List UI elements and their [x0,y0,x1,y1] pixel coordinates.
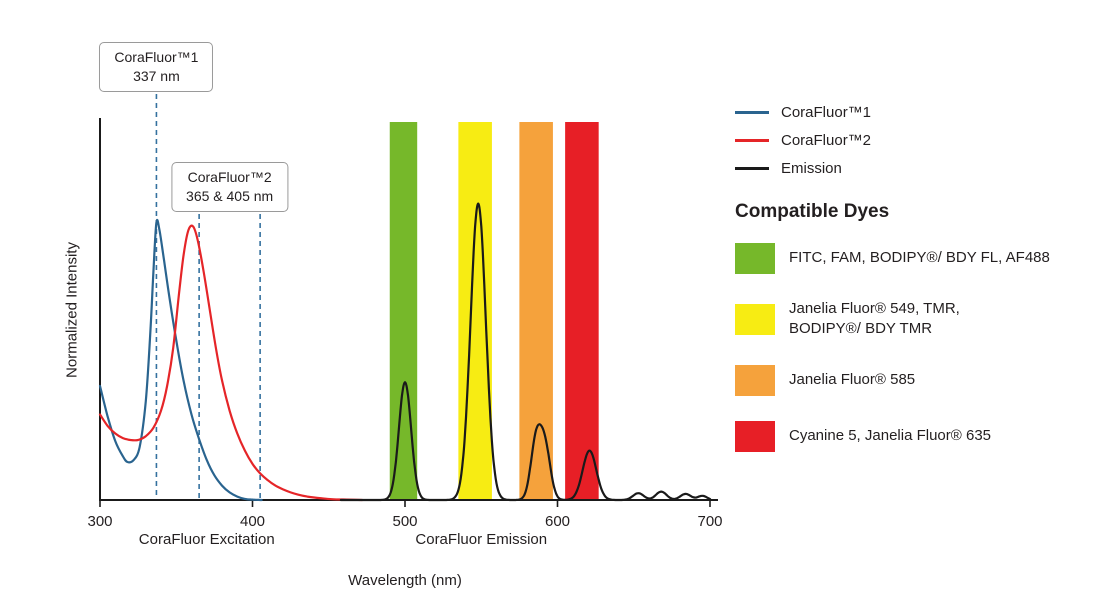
spectra-plot: 300 400 500 600 700 [87,94,723,530]
yellow-band-swatch [735,303,775,335]
emission-line-swatch [735,167,769,170]
legend-item-corafluor2: CoraFluor™2 [735,132,1107,149]
x-tick-label: 300 [87,513,112,530]
dye-label: Cyanine 5, Janelia Fluor® 635 [789,426,992,444]
corafluor2-line-swatch [735,139,769,142]
legend-label: CoraFluor™1 [781,104,872,121]
legend-item-corafluor1: CoraFluor™1 [735,104,1107,121]
x-section-label-emission: CoraFluor Emission [415,531,548,548]
callout-corafluor1-name: CoraFluor™1 [114,49,199,65]
x-axis-label: Wavelength (nm) [348,572,462,589]
callout-corafluor1-wavelength: 337 nm [133,67,180,84]
curve-corafluor-2 [98,224,364,502]
x-tick-label: 600 [545,513,570,530]
callout-corafluor2-name: CoraFluor™2 [187,169,272,185]
dye-label: Janelia Fluor® 549, TMR, BODIPY®/ BDY TM… [789,300,960,338]
emission-band [519,122,553,499]
emission-band [565,122,599,499]
compatible-dyes-title: Compatible Dyes [735,201,890,222]
curve-corafluor-1 [98,218,263,502]
y-axis-label: Normalized Intensity [63,242,81,378]
legend-panel: CoraFluor™1 CoraFluor™2 Emission Compati… [735,104,1107,477]
curve-emission [339,202,712,502]
x-tick-label: 700 [697,513,722,530]
callout-corafluor2: CoraFluor™2 365 & 405 nm [171,162,289,212]
legend-label: Emission [781,160,842,177]
green-band-swatch [735,243,775,274]
legend-label: CoraFluor™2 [781,132,872,149]
orange-band-swatch [735,364,775,396]
x-section-label-excitation: CoraFluor Excitation [138,531,275,548]
corafluor1-line-swatch [735,111,769,114]
dye-label: Janelia Fluor® 585 [789,370,916,388]
red-band-swatch [735,420,775,452]
callout-corafluor1: CoraFluor™1 337 nm [99,42,214,92]
dye-row-red: Cyanine 5, Janelia Fluor® 635 [735,420,1107,452]
legend-item-emission: Emission [735,160,1107,177]
x-tick-label: 400 [240,513,265,530]
dye-row-yellow: Janelia Fluor® 549, TMR, BODIPY®/ BDY TM… [735,299,1107,340]
dye-row-orange: Janelia Fluor® 585 [735,364,1107,396]
x-tick-label: 500 [392,513,417,530]
dye-label: FITC, FAM, BODIPY®/ BDY FL, AF488 [789,249,1050,267]
dye-row-green: FITC, FAM, BODIPY®/ BDY FL, AF488 [735,243,1107,274]
callout-corafluor2-wavelength: 365 & 405 nm [186,187,274,204]
